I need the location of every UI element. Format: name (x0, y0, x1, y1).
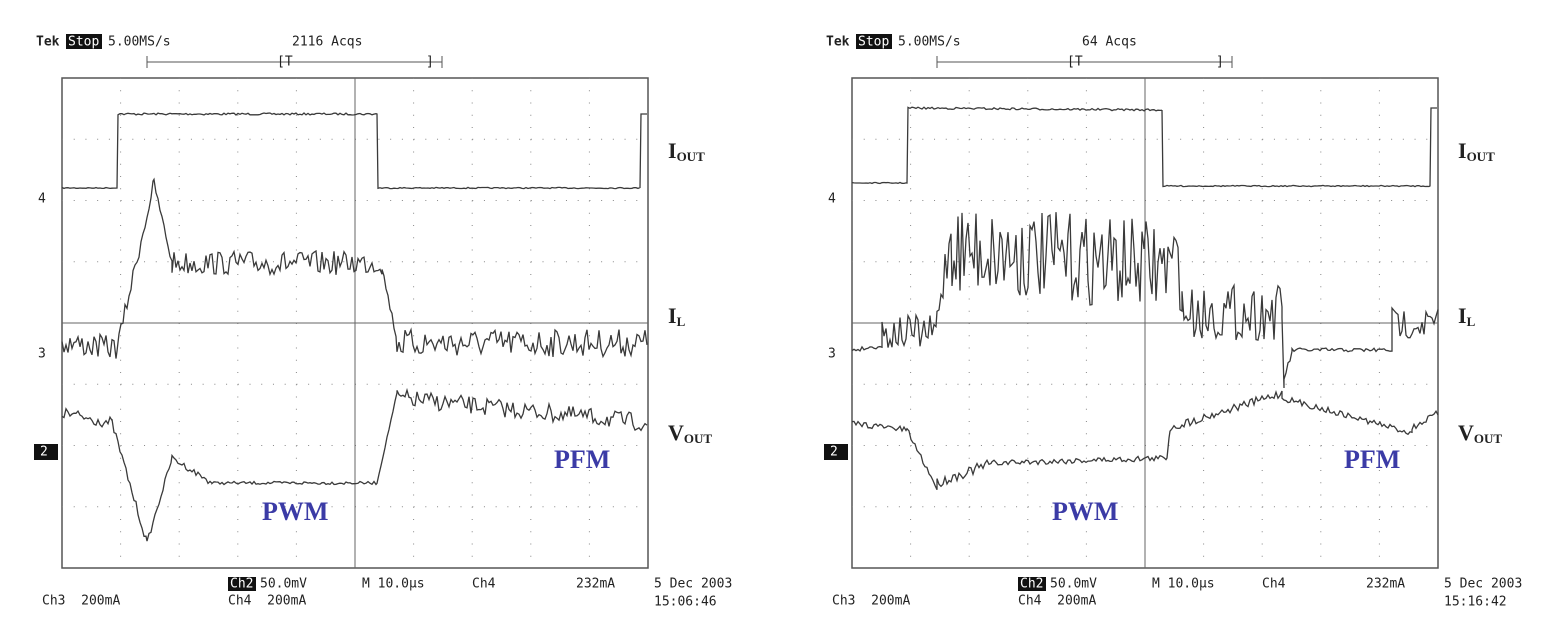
trigger-window: ] (426, 55, 434, 70)
mode-label: PWM (1052, 497, 1118, 526)
trace-label: VOUT (668, 420, 712, 446)
trace-label-sub: OUT (1474, 431, 1503, 446)
channel-marker: 4 (828, 192, 836, 207)
mode: Stop (68, 35, 99, 50)
channel-marker: 3 (38, 347, 46, 362)
channel-marker: 4 (38, 192, 46, 207)
trace-label-main: I (1458, 138, 1467, 163)
mode: Stop (858, 35, 889, 50)
trigger-window: [T (277, 55, 293, 70)
trigger-level: 232mA (576, 577, 615, 592)
time: 15:06:46 (654, 595, 717, 610)
date: 5 Dec 2003 (654, 577, 732, 592)
ch2: Ch2 (1020, 577, 1043, 592)
ch4-scale: Ch4 200mA (228, 594, 306, 609)
trace-label-main: I (668, 303, 677, 328)
trace-label: IOUT (668, 138, 705, 164)
sample-rate: 5.00MS/s (108, 35, 171, 50)
ch2: Ch2 (230, 577, 253, 592)
ch2-scale: 50.0mV (1050, 577, 1097, 592)
trigger-channel: Ch4 (1262, 577, 1286, 592)
acquisitions: 64 Acqs (1082, 35, 1137, 50)
trace-label-sub: OUT (677, 149, 706, 164)
ch3-scale: Ch3 200mA (42, 594, 120, 609)
date: 5 Dec 2003 (1444, 577, 1522, 592)
timebase: M 10.0µs (362, 577, 425, 592)
trace-label: IL (1458, 303, 1476, 329)
channel-marker: 2 (830, 445, 838, 460)
trace-label-main: I (668, 138, 677, 163)
ch2-scale: 50.0mV (260, 577, 307, 592)
timebase: M 10.0µs (1152, 577, 1215, 592)
trigger-level: 232mA (1366, 577, 1405, 592)
trace-label-sub: OUT (684, 431, 713, 446)
time: 15:16:42 (1444, 595, 1507, 610)
screenshot: TekStop5.00MS/s2116 Acqs[T]432IOUTILVOUT… (0, 0, 1559, 638)
trace-label: IL (668, 303, 686, 329)
brand: Tek (826, 35, 850, 50)
trace-label: VOUT (1458, 420, 1502, 446)
trigger-channel: Ch4 (472, 577, 496, 592)
acquisitions: 2116 Acqs (292, 35, 362, 50)
trace-label-main: V (668, 420, 684, 445)
trace-label-sub: L (677, 314, 686, 329)
trace-label-main: V (1458, 420, 1474, 445)
brand: Tek (36, 35, 60, 50)
trace-label-main: I (1458, 303, 1467, 328)
trace-label: IOUT (1458, 138, 1495, 164)
ch4-scale: Ch4 200mA (1018, 594, 1096, 609)
ch3-scale: Ch3 200mA (832, 594, 910, 609)
trigger-window: [T (1067, 55, 1083, 70)
mode-label: PFM (1344, 445, 1400, 474)
trigger-window: ] (1216, 55, 1224, 70)
sample-rate: 5.00MS/s (898, 35, 961, 50)
mode-label: PWM (262, 497, 328, 526)
mode-label: PFM (554, 445, 610, 474)
channel-marker: 2 (40, 445, 48, 460)
trace-label-sub: L (1467, 314, 1476, 329)
trace-label-sub: OUT (1467, 149, 1496, 164)
channel-marker: 3 (828, 347, 836, 362)
